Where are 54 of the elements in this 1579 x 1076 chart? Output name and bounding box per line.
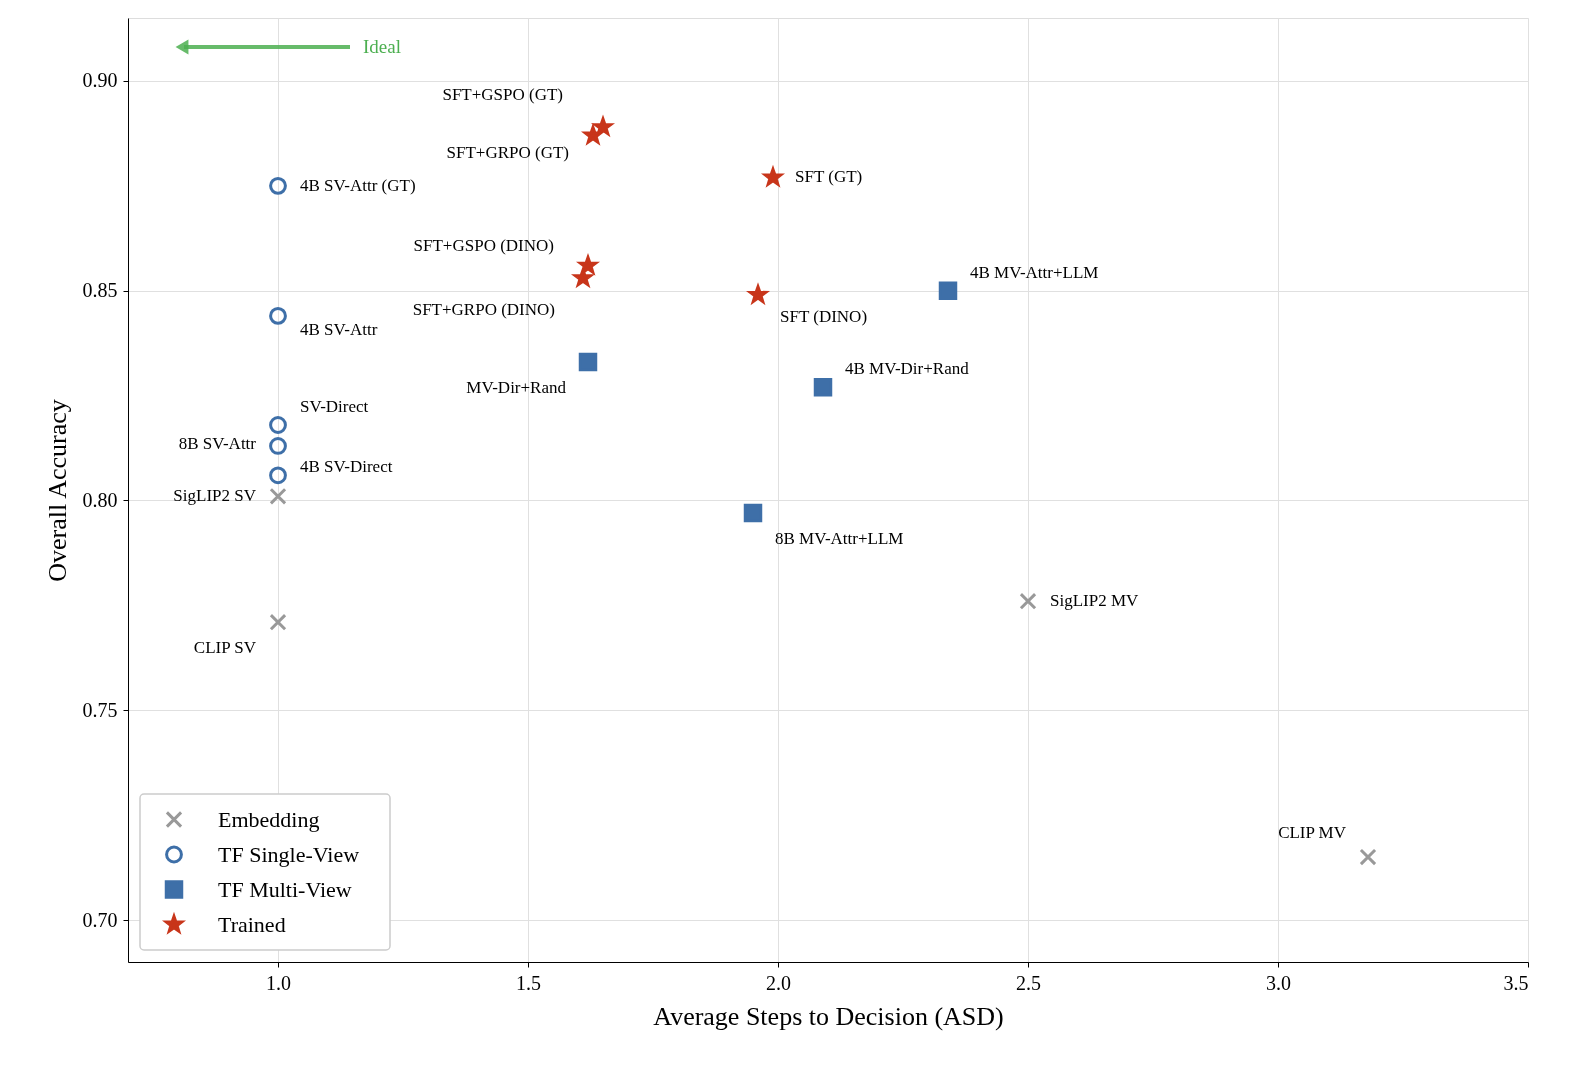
x-tick-label: 3.0	[1266, 971, 1291, 994]
annotation: 4B SV-Attr	[300, 319, 378, 339]
point	[743, 503, 763, 523]
annotation: MV-Dir+Rand	[466, 378, 567, 398]
point	[1019, 592, 1037, 610]
x-tick-label: 2.5	[1016, 971, 1041, 994]
point	[269, 466, 287, 485]
point	[269, 416, 287, 434]
x-tick-label: 1.5	[516, 971, 541, 994]
point	[761, 165, 785, 188]
point	[269, 487, 287, 505]
legend-label: Trained	[218, 911, 286, 937]
point	[813, 377, 833, 397]
x-tick-label: 3.5	[1503, 971, 1529, 994]
point	[578, 352, 598, 372]
annotation: 4B MV-Dir+Rand	[845, 359, 970, 379]
legend-label: TF Single-View	[218, 841, 360, 867]
annotation: SFT+GSPO (GT)	[442, 85, 563, 105]
annotation: 4B SV-Direct	[300, 457, 393, 477]
x-axis-title: Average Steps to Decision (ASD)	[653, 1001, 1004, 1031]
x-tick-label: 2.0	[766, 971, 791, 994]
annotation: 4B MV-Attr+LLM	[970, 262, 1099, 282]
annotation: 4B SV-Attr (GT)	[300, 175, 416, 195]
point	[1359, 848, 1377, 866]
y-tick-label: 0.75	[82, 698, 118, 721]
point	[581, 123, 604, 146]
y-tick-label: 0.70	[82, 908, 118, 931]
point	[576, 253, 600, 276]
y-tick-label: 0.90	[82, 69, 118, 92]
annotation: SFT+GRPO (DINO)	[412, 300, 555, 320]
legend-label: Embedding	[218, 806, 320, 832]
annotation: CLIP SV	[193, 638, 257, 658]
annotation: SigLIP2 SV	[173, 486, 257, 506]
annotation: 8B MV-Attr+LLM	[775, 529, 904, 549]
y-axis-title: Overall Accuracy	[42, 399, 72, 582]
point	[571, 266, 594, 289]
y-tick-label: 0.85	[82, 279, 118, 302]
annotation: SFT+GRPO (GT)	[446, 143, 569, 163]
annotation: SigLIP2 MV	[1050, 591, 1140, 611]
point	[938, 281, 958, 300]
annotation: SV-Direct	[300, 396, 369, 416]
point	[269, 306, 287, 325]
annotation: CLIP MV	[1278, 823, 1347, 843]
point	[269, 176, 287, 195]
point	[269, 613, 287, 631]
y-tick-label: 0.80	[82, 488, 118, 511]
annotation: 8B SV-Attr	[178, 433, 257, 453]
annotation: SFT (GT)	[795, 167, 863, 187]
annotation: SFT+GSPO (DINO)	[413, 235, 554, 255]
x-tick-label: 1.0	[266, 971, 291, 994]
annotation: SFT (DINO)	[780, 306, 868, 326]
legend-label: TF Multi-View	[218, 876, 352, 902]
point	[269, 437, 287, 455]
annotation: Ideal	[363, 36, 401, 57]
